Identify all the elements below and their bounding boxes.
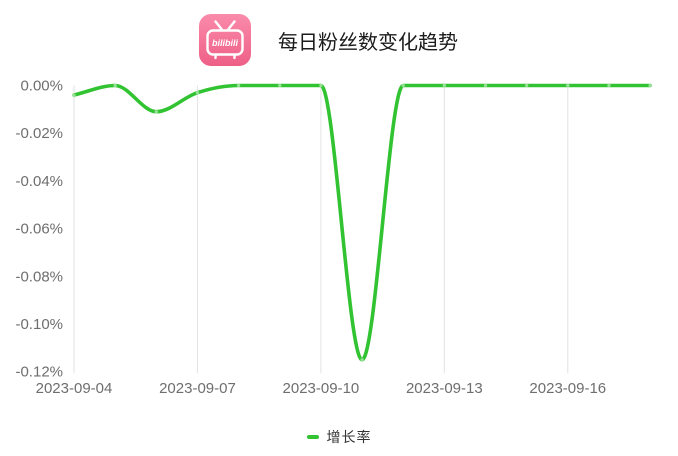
x-axis-label: 2023-09-10 bbox=[283, 380, 360, 397]
data-point bbox=[524, 83, 529, 88]
bilibili-logo-text: bilibili bbox=[212, 38, 238, 48]
y-axis-label: -0.12% bbox=[15, 364, 63, 381]
y-axis-label: -0.04% bbox=[15, 173, 63, 190]
data-point bbox=[607, 83, 611, 88]
y-axis-label: 0.00% bbox=[20, 78, 63, 95]
data-point bbox=[319, 83, 323, 88]
legend-item-growth-rate[interactable]: 增长率 bbox=[0, 427, 678, 447]
x-axis-label: 2023-09-07 bbox=[159, 380, 236, 397]
data-point bbox=[195, 90, 200, 95]
legend-line-marker bbox=[306, 435, 319, 439]
data-point bbox=[401, 83, 405, 88]
data-point bbox=[360, 358, 364, 362]
y-axis-label: -0.02% bbox=[15, 125, 63, 142]
growth-rate-line bbox=[72, 83, 652, 362]
data-point bbox=[442, 83, 447, 88]
data-point bbox=[154, 110, 158, 114]
x-axis-label: 2023-09-13 bbox=[406, 380, 483, 397]
data-point bbox=[566, 83, 570, 88]
data-point bbox=[278, 83, 282, 88]
data-point bbox=[648, 83, 652, 88]
chart-title: 每日粉丝数变化趋势 bbox=[278, 31, 458, 54]
legend-label: 增长率 bbox=[326, 429, 372, 445]
y-axis-label: -0.06% bbox=[15, 221, 63, 238]
bilibili-logo-icon: bilibili bbox=[199, 14, 251, 66]
y-axis-label: -0.10% bbox=[15, 316, 63, 333]
chart-header: bilibili 每日粉丝数变化趋势 bbox=[199, 14, 458, 66]
x-axis-label: 2023-09-04 bbox=[36, 380, 113, 397]
data-point bbox=[236, 83, 241, 88]
y-axis-label: -0.08% bbox=[15, 268, 63, 285]
data-point bbox=[113, 83, 117, 88]
x-axis-label: 2023-09-16 bbox=[529, 380, 606, 397]
data-point bbox=[483, 83, 488, 88]
data-point bbox=[72, 93, 76, 97]
